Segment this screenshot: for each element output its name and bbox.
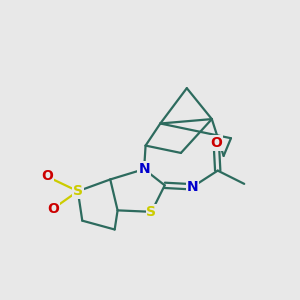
Text: O: O <box>210 136 222 150</box>
Text: S: S <box>146 205 157 219</box>
Text: N: N <box>138 162 150 176</box>
Text: O: O <box>47 202 59 216</box>
Text: O: O <box>41 169 53 184</box>
Text: N: N <box>187 180 199 194</box>
Text: S: S <box>73 184 83 198</box>
